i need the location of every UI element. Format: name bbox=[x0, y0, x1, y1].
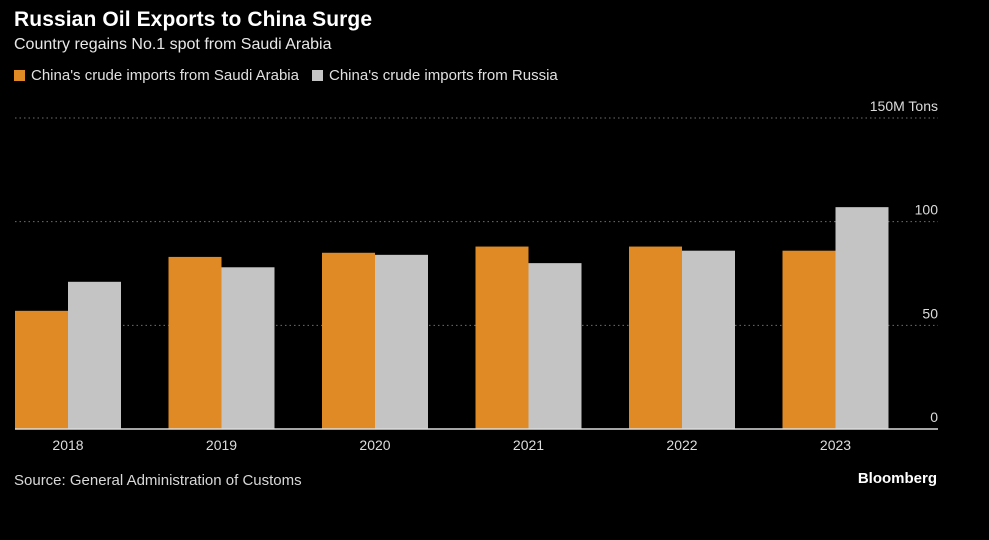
legend-swatch-saudi bbox=[14, 70, 25, 81]
bar-russia-2023 bbox=[835, 207, 889, 429]
legend-item-saudi: China's crude imports from Saudi Arabia bbox=[14, 67, 299, 84]
legend-label-saudi: China's crude imports from Saudi Arabia bbox=[31, 67, 299, 84]
bar-saudi-2018 bbox=[15, 310, 68, 429]
bar-saudi-2023 bbox=[782, 250, 836, 429]
x-tick-label-2022: 2022 bbox=[666, 437, 697, 453]
y-tick-label-0: 0 bbox=[930, 409, 938, 425]
bar-saudi-2020 bbox=[322, 252, 375, 429]
y-tick-label-150: 150M Tons bbox=[870, 98, 938, 114]
x-tick-label-2020: 2020 bbox=[359, 437, 390, 453]
x-tick-label-2019: 2019 bbox=[206, 437, 237, 453]
bar-russia-2021 bbox=[528, 263, 582, 429]
bar-russia-2020 bbox=[375, 254, 428, 429]
bar-saudi-2021 bbox=[475, 246, 529, 429]
legend-label-russia: China's crude imports from Russia bbox=[329, 67, 558, 84]
bar-russia-2019 bbox=[221, 267, 275, 429]
legend-swatch-russia bbox=[312, 70, 323, 81]
legend: China's crude imports from Saudi Arabia … bbox=[14, 67, 571, 84]
legend-item-russia: China's crude imports from Russia bbox=[312, 67, 558, 84]
bar-saudi-2022 bbox=[629, 246, 682, 429]
y-tick-label-50: 50 bbox=[922, 305, 938, 321]
y-tick-label-100: 100 bbox=[915, 202, 939, 218]
source-note: Source: General Administration of Custom… bbox=[14, 472, 302, 489]
bar-saudi-2019 bbox=[168, 256, 222, 429]
x-tick-label-2023: 2023 bbox=[820, 437, 851, 453]
bloomberg-logo: Bloomberg bbox=[857, 470, 937, 487]
x-tick-label-2021: 2021 bbox=[513, 437, 544, 453]
chart-subtitle: Country regains No.1 spot from Saudi Ara… bbox=[14, 36, 332, 53]
x-tick-label-2018: 2018 bbox=[52, 437, 83, 453]
chart-title: Russian Oil Exports to China Surge bbox=[14, 8, 373, 31]
bar-russia-2018 bbox=[68, 281, 121, 429]
bar-russia-2022 bbox=[682, 250, 735, 429]
